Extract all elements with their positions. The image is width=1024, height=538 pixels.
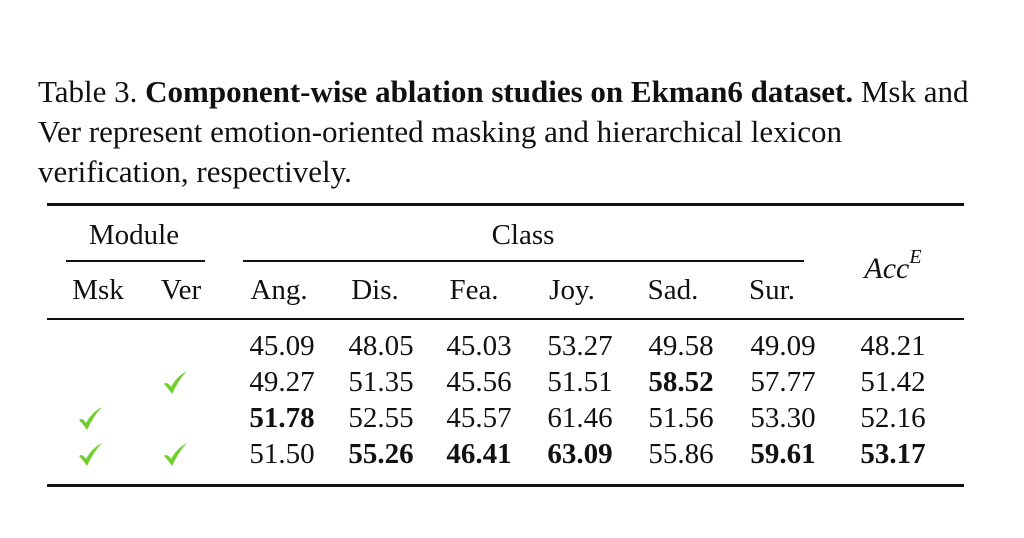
table-cell: 49.09 <box>750 330 816 362</box>
bottom-rule <box>47 484 964 487</box>
table-cell: 53.30 <box>750 402 816 434</box>
table-cell: 55.26 <box>348 438 414 470</box>
table-cell: 55.86 <box>648 438 714 470</box>
header-acc-e: AccE <box>864 244 921 286</box>
header-sur: Sur. <box>749 274 795 306</box>
header-sad: Sad. <box>647 274 699 306</box>
header-ang: Ang. <box>250 274 308 306</box>
table-cell: 45.57 <box>446 402 512 434</box>
table-cell: 45.09 <box>249 330 315 362</box>
acc-e-superscript: E <box>909 246 922 268</box>
module-cmidrule <box>66 260 205 262</box>
ver-check-icon <box>164 443 187 466</box>
table-cell: 48.21 <box>860 330 926 362</box>
table-cell: 49.58 <box>648 330 714 362</box>
table-cell: 59.61 <box>750 438 816 470</box>
table-cell: 51.56 <box>648 402 714 434</box>
table-cell: 51.78 <box>249 402 315 434</box>
header-fea: Fea. <box>449 274 499 306</box>
header-ver: Ver <box>160 274 202 306</box>
table-cell: 48.05 <box>348 330 414 362</box>
module-group-header: Module <box>88 219 180 251</box>
acc-e-base: Acc <box>864 252 910 285</box>
table-cell: 63.09 <box>547 438 613 470</box>
table-cell: 53.27 <box>547 330 613 362</box>
msk-check-icon <box>79 443 102 466</box>
caption-title: Component-wise ablation studies on Ekman… <box>145 74 854 109</box>
table-cell: 57.77 <box>750 366 816 398</box>
ver-check-icon <box>164 371 187 394</box>
mid-rule <box>47 318 964 320</box>
table-cell: 58.52 <box>648 366 714 398</box>
table-cell: 51.42 <box>860 366 926 398</box>
table-cell: 51.50 <box>249 438 315 470</box>
header-dis: Dis. <box>351 274 399 306</box>
table-cell: 51.51 <box>547 366 613 398</box>
caption-text: Msk and Ver represent emotion-oriented m… <box>38 74 969 189</box>
table-cell: 52.55 <box>348 402 414 434</box>
table-cell: 49.27 <box>249 366 315 398</box>
table-caption: Table 3. Component-wise ablation studies… <box>38 72 978 192</box>
msk-check-icon <box>79 407 102 430</box>
table-cell: 51.35 <box>348 366 414 398</box>
class-cmidrule <box>243 260 804 262</box>
table-cell: 52.16 <box>860 402 926 434</box>
top-rule <box>47 203 964 206</box>
class-group-header: Class <box>491 219 555 251</box>
table-cell: 45.03 <box>446 330 512 362</box>
table-cell: 61.46 <box>547 402 613 434</box>
table-cell: 53.17 <box>860 438 926 470</box>
header-joy: Joy. <box>549 274 595 306</box>
caption-label: Table 3. <box>38 74 138 109</box>
table-cell: 46.41 <box>446 438 512 470</box>
table-cell: 45.56 <box>446 366 512 398</box>
header-msk: Msk <box>72 274 124 306</box>
